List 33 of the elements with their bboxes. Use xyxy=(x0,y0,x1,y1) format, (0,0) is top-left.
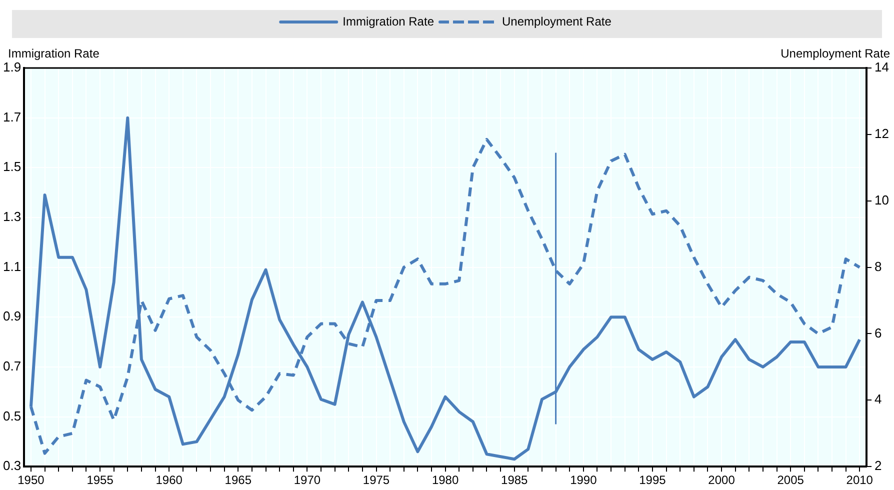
x-tick-label: 2000 xyxy=(708,473,736,488)
x-tick-label: 1990 xyxy=(570,473,598,488)
y2-tick-label: 8 xyxy=(874,258,882,274)
x-tick-label: 1980 xyxy=(432,473,459,488)
y2-tick-label: 12 xyxy=(874,126,890,142)
y2-tick-label: 10 xyxy=(874,192,890,208)
x-tick-label: 1950 xyxy=(18,473,45,488)
y2-axis-title: Unemployment Rate xyxy=(780,46,890,60)
legend-label: Unemployment Rate xyxy=(502,14,612,28)
x-tick-label: 1985 xyxy=(501,473,528,488)
x-tick-label: 1965 xyxy=(224,473,252,488)
y-tick-label: 1.1 xyxy=(2,258,22,274)
y-tick-label: 0.5 xyxy=(2,408,22,424)
y2-tick-label: 4 xyxy=(874,392,882,407)
y-tick-label: 1.3 xyxy=(2,209,22,224)
y-tick-label: 0.7 xyxy=(2,358,22,374)
y2-tick-label: 2 xyxy=(874,458,882,474)
x-tick-label: 1960 xyxy=(156,473,183,488)
y-tick-label: 1.5 xyxy=(2,159,22,174)
y-tick-label: 1.7 xyxy=(2,109,22,124)
x-tick-label: 1955 xyxy=(86,473,114,488)
x-tick-label: 2005 xyxy=(777,473,804,488)
x-tick-label: 1975 xyxy=(362,473,390,488)
x-tick-label: 1995 xyxy=(639,473,666,488)
legend-label: Immigration Rate xyxy=(342,14,434,28)
y-tick-label: 0.9 xyxy=(2,308,22,324)
y2-tick-label: 14 xyxy=(874,60,890,75)
y2-tick-label: 6 xyxy=(874,325,882,340)
x-tick-label: 2010 xyxy=(846,473,874,488)
y-tick-label: 0.3 xyxy=(2,458,22,474)
y-axis-title: Immigration Rate xyxy=(8,46,100,60)
x-tick-label: 1970 xyxy=(294,473,321,488)
y-tick-label: 1.9 xyxy=(2,60,22,75)
